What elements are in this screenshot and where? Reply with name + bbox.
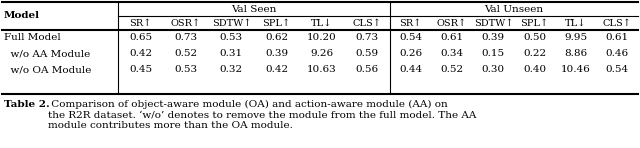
Text: CLS↑: CLS↑ <box>353 18 382 28</box>
Text: 0.54: 0.54 <box>606 66 629 74</box>
Text: w/o AA Module: w/o AA Module <box>4 49 90 58</box>
Text: 0.52: 0.52 <box>440 66 463 74</box>
Text: TL↓: TL↓ <box>311 18 333 28</box>
Text: 0.53: 0.53 <box>220 33 243 42</box>
Text: 0.61: 0.61 <box>606 33 629 42</box>
Text: SPL↑: SPL↑ <box>262 18 291 28</box>
Text: 0.15: 0.15 <box>482 49 505 58</box>
Text: 0.65: 0.65 <box>129 33 152 42</box>
Text: 10.46: 10.46 <box>561 66 591 74</box>
Text: SR↑: SR↑ <box>399 18 422 28</box>
Text: 0.22: 0.22 <box>523 49 546 58</box>
Text: 0.30: 0.30 <box>482 66 505 74</box>
Text: CLS↑: CLS↑ <box>603 18 632 28</box>
Text: Model: Model <box>4 12 40 21</box>
Text: Full Model: Full Model <box>4 33 61 42</box>
Text: 0.39: 0.39 <box>482 33 505 42</box>
Text: SR↑: SR↑ <box>129 18 152 28</box>
Text: 0.46: 0.46 <box>606 49 629 58</box>
Text: 0.39: 0.39 <box>265 49 288 58</box>
Text: 0.42: 0.42 <box>129 49 152 58</box>
Text: Val Seen: Val Seen <box>231 4 276 13</box>
Text: 0.62: 0.62 <box>265 33 288 42</box>
Text: SDTW↑: SDTW↑ <box>212 18 251 28</box>
Text: 0.26: 0.26 <box>399 49 422 58</box>
Text: 10.20: 10.20 <box>307 33 337 42</box>
Text: OSR↑: OSR↑ <box>437 18 467 28</box>
Text: 0.40: 0.40 <box>523 66 546 74</box>
Text: OSR↑: OSR↑ <box>171 18 201 28</box>
Text: 0.52: 0.52 <box>175 49 198 58</box>
Text: 0.42: 0.42 <box>265 66 288 74</box>
Text: 0.59: 0.59 <box>356 49 379 58</box>
Text: 0.45: 0.45 <box>129 66 152 74</box>
Text: 0.32: 0.32 <box>220 66 243 74</box>
Text: 8.86: 8.86 <box>564 49 588 58</box>
Text: 0.54: 0.54 <box>399 33 422 42</box>
Text: 9.26: 9.26 <box>310 49 333 58</box>
Text: SDTW↑: SDTW↑ <box>474 18 513 28</box>
Text: 0.31: 0.31 <box>220 49 243 58</box>
Text: 0.34: 0.34 <box>440 49 463 58</box>
Text: 0.73: 0.73 <box>175 33 198 42</box>
Text: 0.73: 0.73 <box>356 33 379 42</box>
Text: 0.56: 0.56 <box>356 66 379 74</box>
Text: 9.95: 9.95 <box>564 33 588 42</box>
Text: 0.50: 0.50 <box>523 33 546 42</box>
Text: TL↓: TL↓ <box>565 18 587 28</box>
Text: SPL↑: SPL↑ <box>520 18 548 28</box>
Text: Val Unseen: Val Unseen <box>484 4 543 13</box>
Text: 10.63: 10.63 <box>307 66 337 74</box>
Text: w/o OA Module: w/o OA Module <box>4 66 92 74</box>
Text: 0.61: 0.61 <box>440 33 463 42</box>
Text: Comparison of object-aware module (OA) and action-aware module (AA) on
the R2R d: Comparison of object-aware module (OA) a… <box>48 100 476 130</box>
Text: 0.53: 0.53 <box>175 66 198 74</box>
Text: Table 2.: Table 2. <box>4 100 50 109</box>
Text: 0.44: 0.44 <box>399 66 422 74</box>
